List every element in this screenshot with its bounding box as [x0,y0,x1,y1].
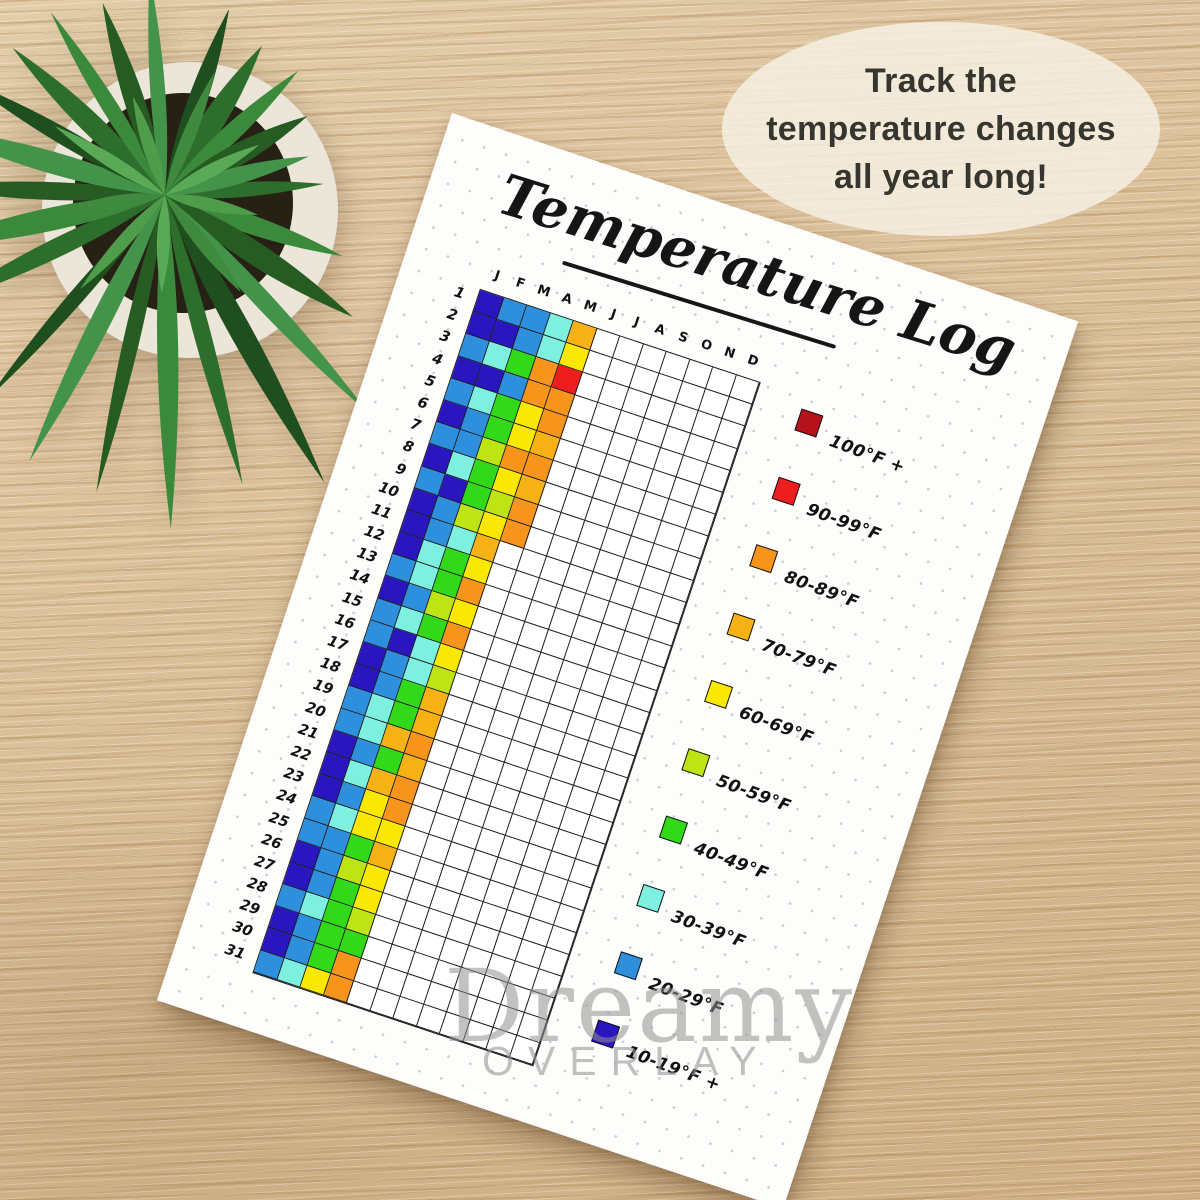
watermark-overlay: OVERLAY [482,1038,771,1084]
potted-plant [0,0,369,529]
legend-color-swatch [794,408,824,438]
legend-item: 40-49°F [658,815,795,884]
legend-color-swatch [771,476,801,506]
legend-item: 30-39°F [636,883,772,952]
legend-label: 80-89°F [781,567,862,613]
watermark-dreamy: Dreamy [444,948,855,1065]
legend-color-swatch [704,679,734,709]
month-label: D [745,352,761,370]
legend-color-swatch [636,883,666,913]
legend-item: 90-99°F [771,476,908,545]
legend-item: 60-69°F [704,679,840,749]
legend-color-swatch [658,815,689,845]
legend-item: 80-89°F [749,544,885,613]
legend-label: 50-59°F [713,770,794,817]
legend-label: 60-69°F [736,702,817,749]
legend-item: 100°F + [794,408,930,478]
promo-line: all year long! [834,158,1048,197]
legend-item: 50-59°F [681,747,818,816]
promo-text: Track the temperature changes all year l… [766,57,1116,202]
promo-line: Track the [864,61,1017,100]
legend-item: 70-79°F [726,611,863,681]
legend-color-swatch [726,611,756,642]
legend-label: 100°F + [826,431,908,478]
promo-bubble: Track the temperature changes all year l… [722,22,1160,236]
legend-color-swatch [749,544,779,574]
legend-label: 70-79°F [758,634,839,681]
legend-label: 40-49°F [691,838,772,885]
legend-label: 90-99°F [803,499,884,546]
promo-line: temperature changes [766,109,1116,148]
legend-color-swatch [681,747,711,777]
